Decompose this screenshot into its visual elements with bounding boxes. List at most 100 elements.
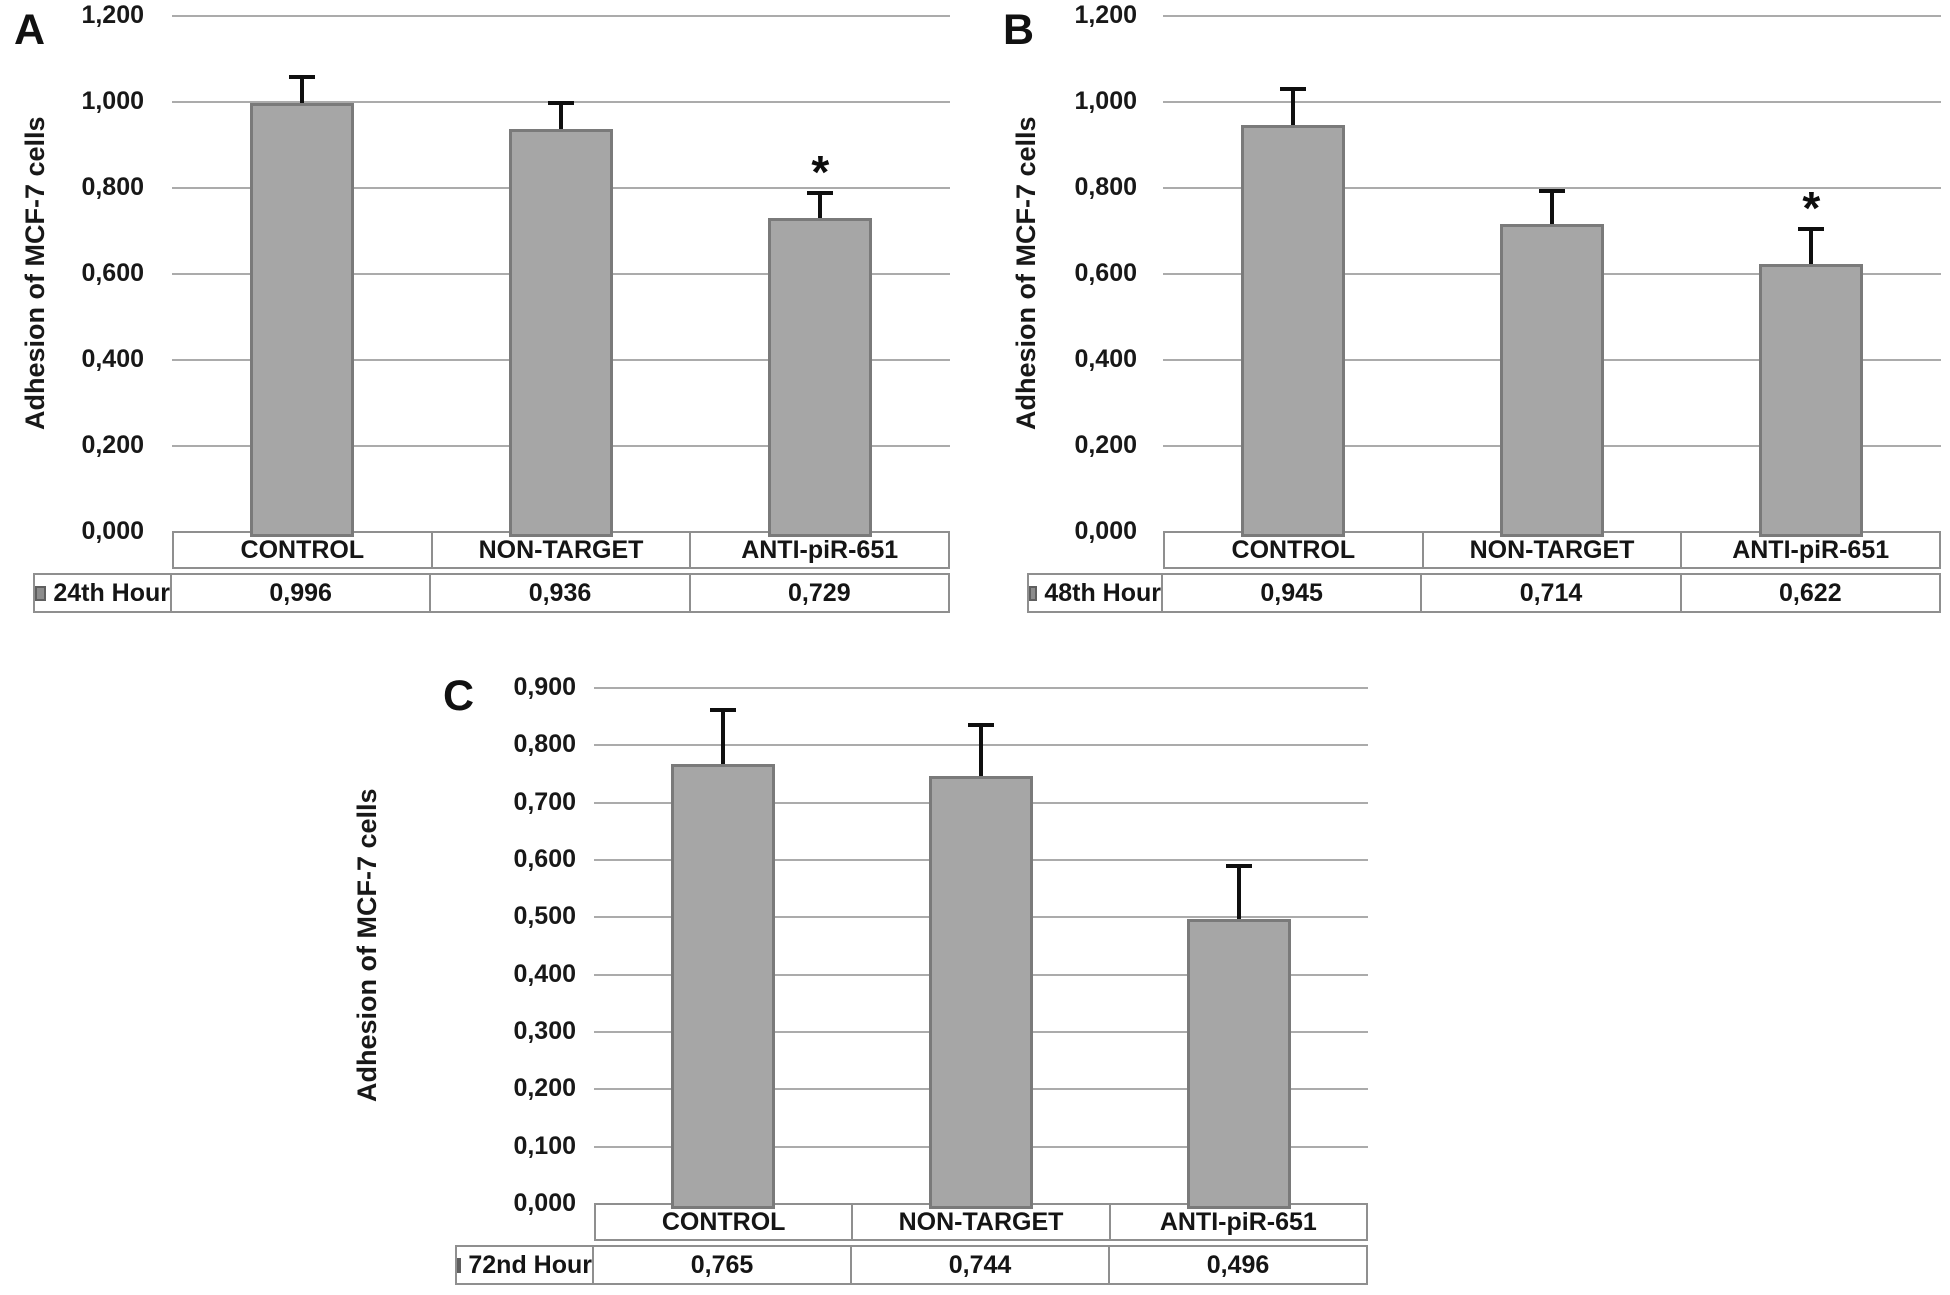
value-row: 72nd Hour 0,765 0,744 0,496: [455, 1245, 1368, 1285]
y-tick-label: 0,600: [1074, 259, 1137, 287]
error-bar: [1290, 88, 1295, 125]
bar-anti-pir-651: [1759, 263, 1864, 537]
legend-cell: 72nd Hour: [457, 1247, 594, 1283]
gridline: [1163, 359, 1941, 361]
y-tick-label: 0,600: [513, 845, 576, 873]
category-header-cell: NON-TARGET: [430, 533, 690, 567]
bar-control: [249, 102, 354, 537]
y-axis-title: Adhesion of MCF-7 cells: [1011, 116, 1041, 430]
gridline: [172, 445, 950, 447]
y-tick-label: 0,100: [513, 1131, 576, 1160]
bar-non-target: [929, 776, 1033, 1209]
gridline: [594, 1145, 1368, 1148]
error-bar-cap: [288, 74, 315, 79]
bar-control: [1240, 124, 1345, 537]
category-header-cell: NON-TARGET: [851, 1205, 1108, 1239]
legend-cell: 48th Hour: [1029, 575, 1163, 611]
gridline: [594, 1088, 1368, 1091]
y-tick-label: 1,200: [1074, 1, 1137, 29]
panel-label-c: C: [443, 672, 476, 720]
legend-swatch-icon: [35, 585, 47, 601]
category-header-cell: ANTI-piR-651: [689, 533, 948, 567]
y-tick-label: 0,200: [81, 431, 144, 459]
gridline: [1163, 187, 1941, 189]
error-bar-cap: [710, 707, 736, 712]
error-bar: [721, 709, 725, 765]
series-label: 24th Hour: [53, 578, 170, 607]
gridline: [594, 744, 1368, 747]
series-label: 48th Hour: [1044, 578, 1161, 607]
legend-cell: 24th Hour: [35, 575, 172, 611]
y-tick-label: 0,900: [513, 673, 576, 701]
value-cell: 0,765: [690, 1251, 754, 1279]
y-axis-title: Adhesion of MCF-7 cells: [352, 788, 382, 1102]
y-tick-label: 1,000: [81, 87, 144, 115]
bar-control: [671, 764, 775, 1209]
legend-swatch-icon: [1029, 585, 1038, 601]
y-tick-label: 0,400: [81, 345, 144, 373]
y-tick-label: 0,000: [81, 517, 144, 545]
bar-non-target: [509, 128, 613, 537]
panel-label-b: B: [1003, 6, 1036, 54]
value-cells: 0,945 0,714 0,622: [1163, 575, 1939, 611]
error-bar-cap: [807, 191, 834, 196]
category-header-row: CONTROL NON-TARGET ANTI-piR-651: [1163, 531, 1941, 569]
value-cell: 0,936: [429, 575, 688, 611]
category-header-cell: CONTROL: [240, 536, 365, 564]
error-bar: [299, 76, 304, 103]
y-tick-label: 0,400: [513, 959, 576, 988]
gridline: [172, 101, 950, 103]
error-bar-cap: [1539, 188, 1565, 193]
value-row: 24th Hour 0,996 0,936 0,729: [33, 573, 950, 613]
gridline: [172, 187, 950, 189]
y-tick-label: 0,500: [513, 902, 576, 931]
gridline: [1163, 101, 1941, 103]
panel-label-a: A: [14, 6, 47, 54]
gridline: [172, 359, 950, 361]
gridline: [1163, 445, 1941, 447]
category-header-cell: ANTI-piR-651: [1680, 533, 1939, 567]
value-cell: 0,945: [1260, 579, 1323, 607]
value-cell: 0,496: [1108, 1247, 1366, 1283]
value-cell: 0,996: [269, 579, 332, 607]
y-axis-title: Adhesion of MCF-7 cells: [20, 116, 50, 430]
value-cell: 0,744: [850, 1247, 1108, 1283]
category-header-cell: CONTROL: [661, 1208, 786, 1236]
legend-swatch-icon: [457, 1257, 462, 1273]
value-row: 48th Hour 0,945 0,714 0,622: [1027, 573, 1941, 613]
error-bar: [979, 725, 983, 777]
error-bar: [559, 102, 563, 129]
plot-area: *: [172, 15, 950, 537]
error-bar-cap: [1226, 864, 1252, 869]
bar-non-target: [1500, 223, 1604, 537]
bar-anti-pir-651: [1187, 918, 1291, 1209]
significance-asterisk: *: [1802, 181, 1821, 234]
plot-area: [594, 687, 1368, 1209]
gridline: [594, 1031, 1368, 1033]
y-tick-label: 0,800: [1074, 173, 1137, 201]
y-tick-label: 0,000: [513, 1189, 576, 1217]
significance-asterisk: *: [811, 146, 830, 199]
y-tick-label: 1,000: [1074, 87, 1137, 115]
y-tick-label: 0,800: [513, 730, 576, 759]
series-label: 72nd Hour: [468, 1250, 592, 1279]
error-bar-cap: [548, 100, 574, 105]
error-bar: [1809, 228, 1814, 264]
category-header-cell: NON-TARGET: [1421, 533, 1681, 567]
value-cells: 0,996 0,936 0,729: [172, 575, 948, 611]
y-tick-label: 0,700: [513, 787, 576, 816]
y-tick-label: 1,200: [81, 1, 144, 29]
gridline: [594, 687, 1368, 689]
value-cell: 0,714: [1420, 575, 1679, 611]
gridline: [172, 15, 950, 17]
gridline: [594, 801, 1368, 804]
gridline: [594, 916, 1368, 919]
value-cell: 0,622: [1679, 575, 1939, 611]
gridline: [1163, 273, 1941, 275]
error-bar: [1550, 190, 1554, 224]
gridline: [1163, 15, 1941, 17]
error-bar-cap: [1279, 86, 1306, 91]
